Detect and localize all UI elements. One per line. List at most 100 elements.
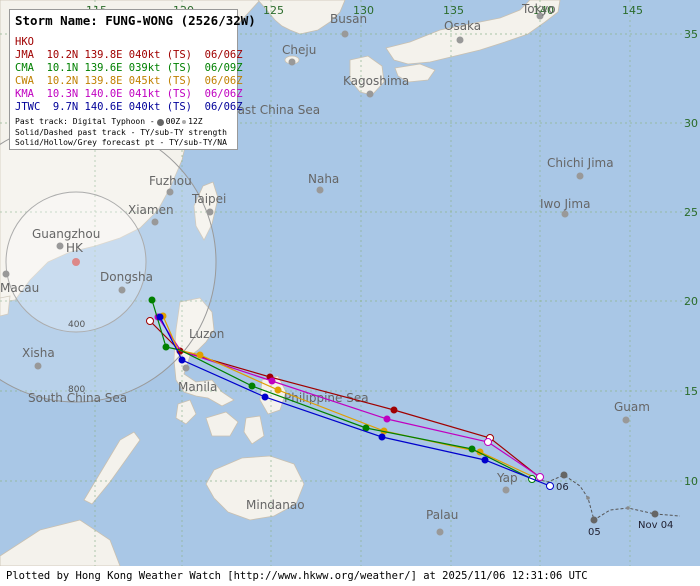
place-hk: HK <box>66 241 84 255</box>
land-samar <box>259 375 287 415</box>
lat-label-15: 15 <box>684 385 698 398</box>
track-cwa-point <box>196 351 204 359</box>
city-marker <box>56 242 64 250</box>
city-marker <box>536 12 544 20</box>
place-busan: Busan <box>330 12 367 26</box>
place-chichi-jima: Chichi Jima <box>547 156 614 170</box>
agency-jtwc: JTWC 9.7N 140.6E 040kt (TS) 06/06Z <box>15 101 243 113</box>
city-marker <box>622 416 630 424</box>
legend-note-strength: Solid/Dashed past track - TY/sub-TY stre… <box>15 127 227 137</box>
place-guangzhou: Guangzhou <box>32 227 100 241</box>
place-luzon: Luzon <box>189 327 224 341</box>
land-leyte <box>243 415 265 445</box>
place-fuzhou: Fuzhou <box>149 174 192 188</box>
track-jtwc-point <box>261 393 269 401</box>
track-cma-point <box>148 296 156 304</box>
place-mindanao: Mindanao <box>246 498 305 512</box>
storm-title: Storm Name: FUNG-WONG (2526/32W) <box>15 13 256 28</box>
city-marker <box>72 258 80 266</box>
past-track-point-00z <box>560 471 568 479</box>
city-marker <box>151 218 159 226</box>
footer-credit: Plotted by Hong Kong Weather Watch [http… <box>0 566 700 586</box>
place-cheju: Cheju <box>282 43 316 57</box>
date-label-nov04: Nov 04 <box>638 520 673 531</box>
past-track <box>531 471 681 524</box>
lon-label-135: 135 <box>443 4 464 17</box>
land-hainan <box>0 295 11 317</box>
land-borneo <box>0 519 121 567</box>
lat-label-35: 35 <box>684 28 698 41</box>
land-japan-shikoku <box>394 63 436 83</box>
track-jtwc <box>159 316 551 487</box>
lat-label-25: 25 <box>684 206 698 219</box>
city-marker <box>436 528 444 536</box>
forecast-tracks <box>146 296 554 490</box>
land-mindanao <box>205 455 305 521</box>
place-kagoshima: Kagoshima <box>343 74 409 88</box>
agency-hko: HKO <box>15 36 34 48</box>
dot-12z-icon <box>182 120 187 125</box>
place-markers <box>2 12 630 536</box>
legend-note-forecast: Solid/Hollow/Grey forecast pt - TY/sub-T… <box>15 138 227 147</box>
city-marker <box>182 364 190 372</box>
track-jtwc-point <box>178 356 186 364</box>
place-osaka: Osaka <box>444 19 481 33</box>
track-kma-point <box>268 377 276 385</box>
track-kma <box>157 316 541 478</box>
city-marker <box>34 362 42 370</box>
place-iwo-jima: Iwo Jima <box>540 197 590 211</box>
city-marker <box>366 90 374 98</box>
place-xisha: Xisha <box>22 346 55 360</box>
place-south-china-sea: South China Sea <box>28 391 127 405</box>
lon-label-125: 125 <box>263 4 284 17</box>
land-panay <box>205 411 239 437</box>
place-yap: Yap <box>496 471 518 485</box>
note-00z: 00Z <box>165 117 181 126</box>
note-12z: 12Z <box>188 117 203 126</box>
place-xiamen: Xiamen <box>128 203 174 217</box>
note-past-track-text: Past track: Digital Typhoon - <box>15 117 155 126</box>
place-dongsha: Dongsha <box>100 270 153 284</box>
city-marker <box>561 210 569 218</box>
agency-jma: JMA 10.2N 139.8E 040kt (TS) 06/06Z <box>15 49 243 61</box>
place-philippine-sea: Philippine Sea <box>284 391 369 405</box>
past-track-point-12z <box>626 506 630 510</box>
track-jtwc-point <box>156 313 164 321</box>
land-luzon <box>173 297 235 407</box>
land-mindoro <box>175 399 197 425</box>
track-jtwc-point <box>378 433 386 441</box>
place-naha: Naha <box>308 172 339 186</box>
agency-kma: KMA 10.3N 140.0E 041kt (TS) 06/06Z <box>15 88 243 100</box>
city-marker <box>206 208 214 216</box>
place-taipei: Taipei <box>191 192 226 206</box>
track-jma-point <box>390 406 398 414</box>
track-cwa-point <box>274 386 282 394</box>
legend-box: Storm Name: FUNG-WONG (2526/32W) HKO JMA… <box>9 9 256 150</box>
place-east-china-sea: East China Sea <box>230 103 320 117</box>
city-marker <box>456 36 464 44</box>
city-marker <box>2 270 10 278</box>
track-jtwc-point <box>546 482 554 490</box>
lat-label-20: 20 <box>684 295 698 308</box>
ring-label-800: 800 <box>68 385 85 395</box>
city-marker <box>502 486 510 494</box>
place-tokyo: Tokyo <box>521 2 556 16</box>
track-cma-point <box>162 343 170 351</box>
past-track-point-00z <box>651 510 659 518</box>
track-cma-point <box>248 382 256 390</box>
place-guam: Guam <box>614 400 650 414</box>
land-japan-kyushu <box>349 55 385 96</box>
dot-00z-icon <box>156 118 164 126</box>
city-marker <box>288 58 296 66</box>
track-jtwc-point <box>481 456 489 464</box>
place-palau: Palau <box>426 508 458 522</box>
place-manila: Manila <box>178 380 217 394</box>
city-marker <box>341 30 349 38</box>
track-kma-point <box>383 415 391 423</box>
track-kma-point <box>484 438 492 446</box>
land-japan-honshu <box>385 0 561 65</box>
past-track-line <box>531 474 681 521</box>
city-marker <box>166 188 174 196</box>
lon-label-130: 130 <box>353 4 374 17</box>
